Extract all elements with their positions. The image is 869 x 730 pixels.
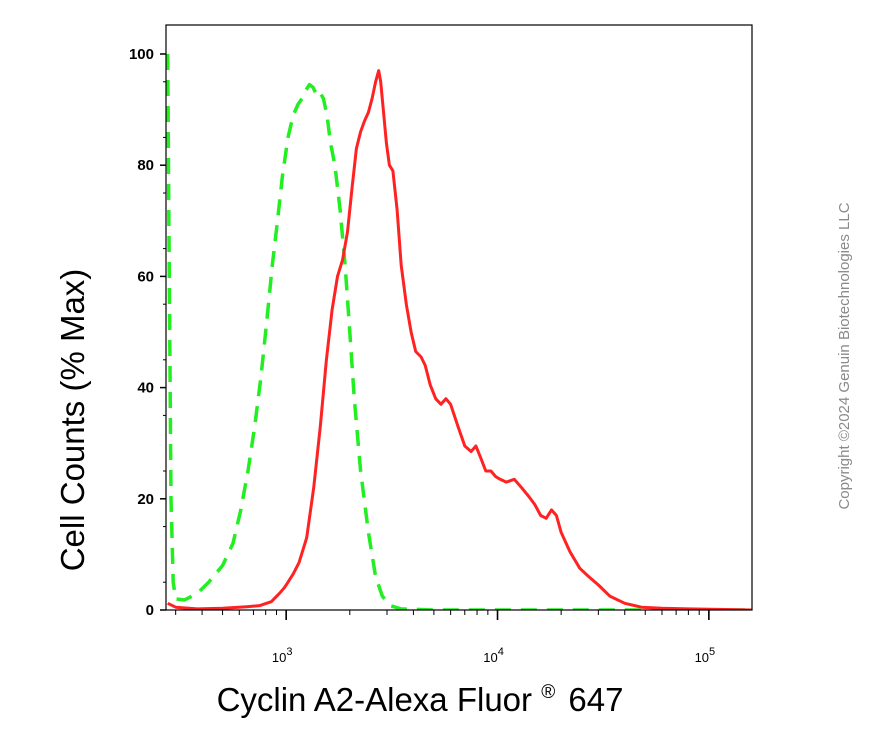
y-tick-label: 80	[137, 157, 154, 174]
y-tick-label: 40	[137, 380, 154, 397]
x-axis-title: Cyclin A2-Alexa Fluor ® 647	[217, 668, 624, 718]
x-tick-label: 103	[272, 646, 293, 665]
y-axis-title: Cell Counts (% Max)	[54, 269, 91, 572]
series-layer	[166, 53, 752, 610]
x-axis: 103 104 105	[175, 610, 716, 665]
x-axis-title-superscript: ®	[541, 682, 555, 703]
y-tick-label: 0	[146, 602, 154, 619]
copyright-text: Copyright ©2024 Genuin Biotechnologies L…	[836, 202, 853, 509]
x-tick-label: 104	[483, 646, 504, 665]
y-tick-label: 100	[129, 46, 154, 63]
plot-frame	[165, 24, 753, 611]
x-axis-title-main: Cyclin A2-Alexa Fluor	[217, 681, 532, 718]
series-line-solid	[167, 69, 752, 610]
x-tick-label: 105	[695, 646, 716, 665]
y-tick-label: 60	[137, 268, 154, 285]
y-tick-label: 20	[137, 491, 154, 508]
y-axis: 0 20 40 60 80 100	[129, 46, 166, 619]
x-axis-title-suffix: 647	[568, 681, 623, 718]
series-line-dashed	[166, 53, 752, 610]
